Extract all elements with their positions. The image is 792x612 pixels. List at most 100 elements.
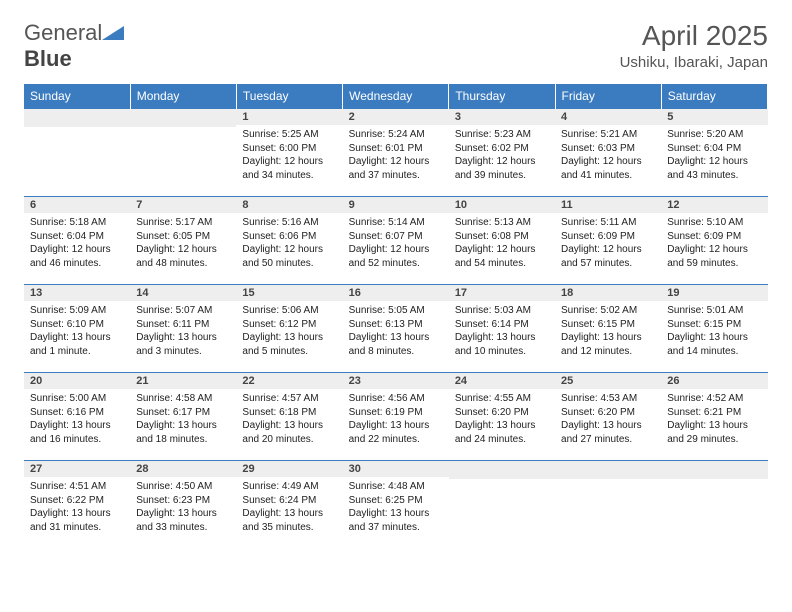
day-details: Sunrise: 4:50 AMSunset: 6:23 PMDaylight:… — [130, 477, 236, 537]
day-cell: 15Sunrise: 5:06 AMSunset: 6:12 PMDayligh… — [236, 285, 342, 373]
weekday-header: Friday — [555, 84, 661, 109]
day-details: Sunrise: 5:25 AMSunset: 6:00 PMDaylight:… — [236, 125, 342, 185]
sunrise-line: Sunrise: 5:07 AM — [136, 304, 230, 318]
day-cell: 3Sunrise: 5:23 AMSunset: 6:02 PMDaylight… — [449, 109, 555, 197]
day-cell: 4Sunrise: 5:21 AMSunset: 6:03 PMDaylight… — [555, 109, 661, 197]
day-number: 1 — [236, 109, 342, 125]
sunrise-line: Sunrise: 4:55 AM — [455, 392, 549, 406]
day-number: 11 — [555, 197, 661, 213]
sunset-line: Sunset: 6:19 PM — [349, 406, 443, 420]
sunrise-line: Sunrise: 5:20 AM — [667, 128, 761, 142]
day-details: Sunrise: 4:57 AMSunset: 6:18 PMDaylight:… — [236, 389, 342, 449]
sunrise-line: Sunrise: 4:58 AM — [136, 392, 230, 406]
logo-triangle-icon — [102, 26, 124, 40]
day-cell: 19Sunrise: 5:01 AMSunset: 6:15 PMDayligh… — [661, 285, 767, 373]
daylight-line: Daylight: 12 hours and 50 minutes. — [242, 243, 336, 270]
sunrise-line: Sunrise: 4:56 AM — [349, 392, 443, 406]
sunset-line: Sunset: 6:00 PM — [242, 142, 336, 156]
daylight-line: Daylight: 13 hours and 12 minutes. — [561, 331, 655, 358]
sunset-line: Sunset: 6:09 PM — [667, 230, 761, 244]
day-cell: 16Sunrise: 5:05 AMSunset: 6:13 PMDayligh… — [343, 285, 449, 373]
day-cell: 30Sunrise: 4:48 AMSunset: 6:25 PMDayligh… — [343, 461, 449, 549]
sunset-line: Sunset: 6:11 PM — [136, 318, 230, 332]
sunrise-line: Sunrise: 5:03 AM — [455, 304, 549, 318]
day-number: 3 — [449, 109, 555, 125]
sunrise-line: Sunrise: 5:25 AM — [242, 128, 336, 142]
day-cell: 18Sunrise: 5:02 AMSunset: 6:15 PMDayligh… — [555, 285, 661, 373]
calendar-row: 27Sunrise: 4:51 AMSunset: 6:22 PMDayligh… — [24, 461, 768, 549]
daylight-line: Daylight: 12 hours and 46 minutes. — [30, 243, 124, 270]
sunset-line: Sunset: 6:22 PM — [30, 494, 124, 508]
sunset-line: Sunset: 6:03 PM — [561, 142, 655, 156]
sunset-line: Sunset: 6:14 PM — [455, 318, 549, 332]
sunset-line: Sunset: 6:05 PM — [136, 230, 230, 244]
daylight-line: Daylight: 13 hours and 18 minutes. — [136, 419, 230, 446]
sunrise-line: Sunrise: 4:57 AM — [242, 392, 336, 406]
sunset-line: Sunset: 6:08 PM — [455, 230, 549, 244]
day-number: 14 — [130, 285, 236, 301]
weekday-header: Tuesday — [236, 84, 342, 109]
daylight-line: Daylight: 13 hours and 37 minutes. — [349, 507, 443, 534]
day-cell: 8Sunrise: 5:16 AMSunset: 6:06 PMDaylight… — [236, 197, 342, 285]
day-details: Sunrise: 5:21 AMSunset: 6:03 PMDaylight:… — [555, 125, 661, 185]
day-number: 22 — [236, 373, 342, 389]
day-number: 18 — [555, 285, 661, 301]
empty-cell — [661, 461, 767, 549]
day-cell: 20Sunrise: 5:00 AMSunset: 6:16 PMDayligh… — [24, 373, 130, 461]
sunrise-line: Sunrise: 4:53 AM — [561, 392, 655, 406]
weekday-header: Saturday — [661, 84, 767, 109]
calendar-row: 6Sunrise: 5:18 AMSunset: 6:04 PMDaylight… — [24, 197, 768, 285]
title-block: April 2025 Ushiku, Ibaraki, Japan — [620, 20, 768, 71]
day-details: Sunrise: 5:01 AMSunset: 6:15 PMDaylight:… — [661, 301, 767, 361]
day-details: Sunrise: 4:56 AMSunset: 6:19 PMDaylight:… — [343, 389, 449, 449]
day-details: Sunrise: 5:10 AMSunset: 6:09 PMDaylight:… — [661, 213, 767, 273]
day-number: 12 — [661, 197, 767, 213]
sunset-line: Sunset: 6:23 PM — [136, 494, 230, 508]
daylight-line: Daylight: 13 hours and 5 minutes. — [242, 331, 336, 358]
day-details: Sunrise: 5:07 AMSunset: 6:11 PMDaylight:… — [130, 301, 236, 361]
sunset-line: Sunset: 6:06 PM — [242, 230, 336, 244]
sunrise-line: Sunrise: 5:10 AM — [667, 216, 761, 230]
sunset-line: Sunset: 6:13 PM — [349, 318, 443, 332]
sunrise-line: Sunrise: 5:01 AM — [667, 304, 761, 318]
day-details: Sunrise: 5:18 AMSunset: 6:04 PMDaylight:… — [24, 213, 130, 273]
day-cell: 12Sunrise: 5:10 AMSunset: 6:09 PMDayligh… — [661, 197, 767, 285]
day-details: Sunrise: 4:58 AMSunset: 6:17 PMDaylight:… — [130, 389, 236, 449]
day-number: 30 — [343, 461, 449, 477]
day-number: 21 — [130, 373, 236, 389]
day-cell: 29Sunrise: 4:49 AMSunset: 6:24 PMDayligh… — [236, 461, 342, 549]
weekday-header: Monday — [130, 84, 236, 109]
day-number: 16 — [343, 285, 449, 301]
day-number: 13 — [24, 285, 130, 301]
sunrise-line: Sunrise: 5:11 AM — [561, 216, 655, 230]
day-number: 6 — [24, 197, 130, 213]
sunset-line: Sunset: 6:15 PM — [561, 318, 655, 332]
calendar-body: 1Sunrise: 5:25 AMSunset: 6:00 PMDaylight… — [24, 109, 768, 549]
day-cell: 14Sunrise: 5:07 AMSunset: 6:11 PMDayligh… — [130, 285, 236, 373]
sunset-line: Sunset: 6:09 PM — [561, 230, 655, 244]
day-details: Sunrise: 4:48 AMSunset: 6:25 PMDaylight:… — [343, 477, 449, 537]
day-details: Sunrise: 4:51 AMSunset: 6:22 PMDaylight:… — [24, 477, 130, 537]
daylight-line: Daylight: 13 hours and 24 minutes. — [455, 419, 549, 446]
day-number: 25 — [555, 373, 661, 389]
day-details: Sunrise: 5:09 AMSunset: 6:10 PMDaylight:… — [24, 301, 130, 361]
sunset-line: Sunset: 6:17 PM — [136, 406, 230, 420]
sunset-line: Sunset: 6:20 PM — [561, 406, 655, 420]
day-number: 27 — [24, 461, 130, 477]
daylight-line: Daylight: 12 hours and 41 minutes. — [561, 155, 655, 182]
day-number: 9 — [343, 197, 449, 213]
sunset-line: Sunset: 6:12 PM — [242, 318, 336, 332]
day-details: Sunrise: 5:00 AMSunset: 6:16 PMDaylight:… — [24, 389, 130, 449]
sunrise-line: Sunrise: 5:18 AM — [30, 216, 124, 230]
day-cell: 27Sunrise: 4:51 AMSunset: 6:22 PMDayligh… — [24, 461, 130, 549]
day-number: 26 — [661, 373, 767, 389]
day-number: 29 — [236, 461, 342, 477]
sunset-line: Sunset: 6:16 PM — [30, 406, 124, 420]
day-cell: 24Sunrise: 4:55 AMSunset: 6:20 PMDayligh… — [449, 373, 555, 461]
day-details: Sunrise: 5:23 AMSunset: 6:02 PMDaylight:… — [449, 125, 555, 185]
sunset-line: Sunset: 6:07 PM — [349, 230, 443, 244]
day-number: 19 — [661, 285, 767, 301]
day-number: 23 — [343, 373, 449, 389]
day-number: 24 — [449, 373, 555, 389]
day-number: 4 — [555, 109, 661, 125]
